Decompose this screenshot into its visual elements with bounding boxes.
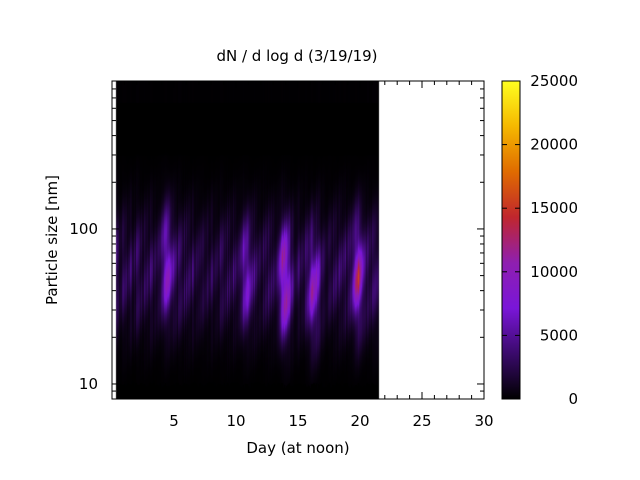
chart-title: dN / d log d (3/19/19) [216,47,377,65]
x-tick-label: 5 [169,412,179,430]
y-tick-label: 10 [79,375,98,393]
x-tick-label: 20 [350,412,369,430]
x-tick-label: 10 [226,412,245,430]
x-tick-label: 30 [474,412,493,430]
colorbar-frame [501,80,521,400]
colorbar: 0 5000 10000 15000 20000 25000 [501,72,578,408]
x-axis-label: Day (at noon) [246,439,349,457]
plot-area [111,80,485,400]
y-axis-label: Particle size [nm] [43,175,61,305]
colorbar-tick-label: 0 [568,390,578,408]
y-axis: 10 100 [69,80,484,400]
colorbar-tick-label: 10000 [530,263,578,281]
colorbar-ticks: 0 5000 10000 15000 20000 25000 [502,72,578,408]
y-tick-label: 100 [69,220,98,238]
x-axis: 5 10 15 20 25 30 [123,81,494,430]
colorbar-tick-label: 5000 [540,326,578,344]
colorbar-tick-label: 25000 [530,72,578,90]
x-tick-label: 15 [288,412,307,430]
x-tick-label: 25 [412,412,431,430]
colorbar-tick-label: 15000 [530,199,578,217]
colorbar-gradient [502,81,520,399]
heatmap-image [112,81,484,399]
colorbar-tick-label: 20000 [530,136,578,154]
